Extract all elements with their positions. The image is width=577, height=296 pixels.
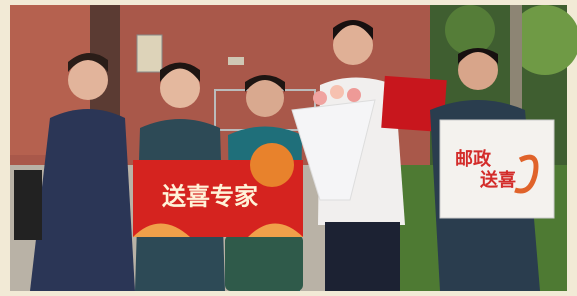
page: 邮政 送喜 送喜专家 (() => { const data = JSON.pa… (0, 0, 577, 296)
sign-text: 送喜专家 (162, 182, 258, 211)
bag (14, 170, 42, 240)
flower (347, 88, 361, 102)
scene: 邮政 送喜 送喜专家 (10, 5, 577, 291)
bag-text: 邮政 (455, 148, 492, 170)
face (68, 60, 108, 100)
flower (313, 91, 327, 105)
sign-plate (228, 57, 244, 65)
tree-trunk (510, 5, 522, 115)
plaque (137, 35, 162, 72)
trousers (325, 222, 400, 291)
flower (330, 85, 344, 99)
photo: 邮政 送喜 送喜专家 (0, 0, 577, 296)
bag-text: 送喜 (479, 169, 516, 191)
green-bag (225, 235, 303, 291)
foliage (445, 5, 495, 55)
koi (250, 143, 294, 187)
